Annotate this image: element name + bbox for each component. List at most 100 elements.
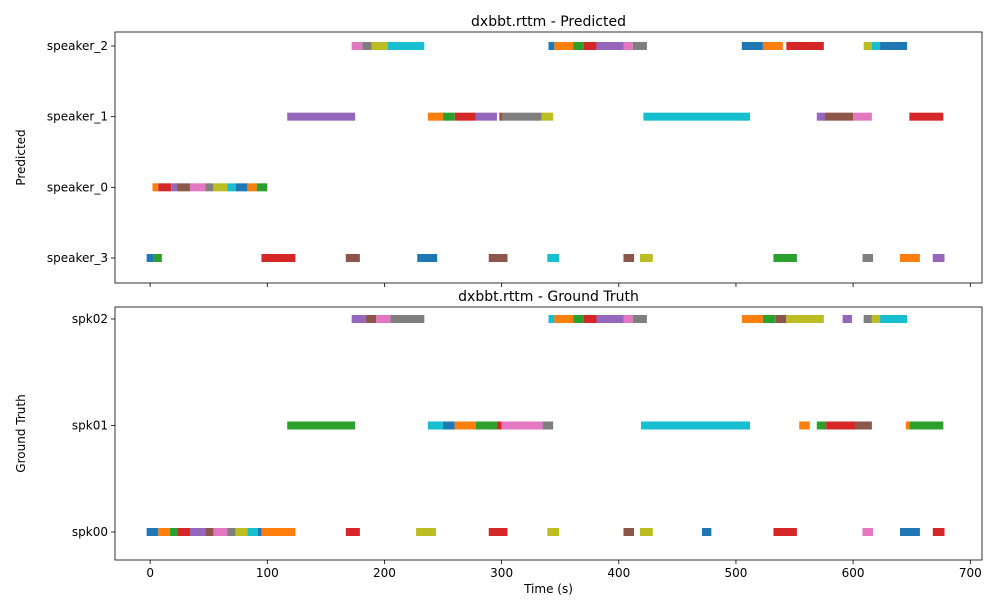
x-tick-label: 0: [146, 566, 154, 580]
segment-bar: [816, 421, 827, 430]
x-axis-label: Time (s): [523, 582, 573, 596]
segment-bar: [488, 528, 508, 536]
segment-bar: [583, 315, 597, 323]
segment-bar: [365, 315, 377, 323]
segment-bar: [205, 528, 214, 536]
segment-bar: [741, 42, 763, 50]
segment-bar: [623, 254, 635, 262]
segment-bar: [227, 528, 236, 536]
segment-bar: [880, 315, 908, 323]
segment-bar: [541, 112, 554, 121]
segment-bar: [773, 254, 797, 262]
segment-bar: [256, 183, 268, 192]
segment-bar: [158, 528, 171, 536]
segment-bar: [855, 421, 872, 430]
segment-bar: [213, 183, 228, 192]
segment-bar: [786, 315, 824, 323]
segment-bar: [496, 421, 502, 430]
segment-bar: [596, 315, 624, 323]
segment-bar: [427, 421, 444, 430]
segment-bar: [376, 315, 391, 323]
segment-bar: [146, 528, 159, 536]
segment-bar: [842, 315, 852, 323]
segment-bar: [741, 315, 763, 323]
segment-bar: [871, 315, 881, 323]
y-tick-label: speaker_1: [47, 110, 108, 124]
segment-bar: [816, 112, 826, 121]
y-axis-label: Predicted: [14, 129, 28, 185]
segment-bar: [475, 421, 497, 430]
segment-bar: [227, 183, 236, 192]
segment-bar: [786, 42, 824, 50]
segment-bar: [189, 183, 206, 192]
segment-bar: [554, 42, 574, 50]
segment-bar: [548, 315, 555, 323]
x-tick-label: 300: [490, 566, 513, 580]
segment-bar: [261, 528, 296, 536]
y-tick-label: speaker_2: [47, 39, 108, 53]
segment-bar: [547, 254, 560, 262]
segment-bar: [417, 254, 438, 262]
segment-bar: [177, 183, 190, 192]
segment-bar: [427, 112, 444, 121]
segment-bar: [632, 315, 647, 323]
segment-bar: [153, 254, 162, 262]
segment-bar: [909, 421, 944, 430]
segment-bar: [863, 315, 872, 323]
segment-bar: [862, 528, 874, 536]
segment-bar: [247, 528, 258, 536]
segment-bar: [488, 254, 508, 262]
y-axis-label: Ground Truth: [14, 394, 28, 472]
segment-bar: [905, 421, 910, 430]
segment-bar: [205, 183, 214, 192]
segment-bar: [454, 421, 476, 430]
segment-bar: [799, 421, 810, 430]
segment-bar: [862, 254, 874, 262]
y-tick-label: spk00: [72, 525, 108, 539]
segment-bar: [170, 528, 178, 536]
segment-bar: [177, 528, 190, 536]
segment-bar: [189, 528, 206, 536]
segment-bar: [871, 42, 881, 50]
segment-bar: [247, 183, 257, 192]
segment-bar: [499, 112, 503, 121]
segment-bar: [863, 42, 872, 50]
segment-bar: [261, 254, 296, 262]
segment-bar: [932, 528, 945, 536]
segment-bar: [501, 421, 543, 430]
segment-bar: [351, 42, 363, 50]
segment-bar: [390, 315, 425, 323]
segment-bar: [443, 112, 455, 121]
segment-bar: [775, 315, 787, 323]
segment-bar: [643, 112, 751, 121]
y-tick-label: spk01: [72, 419, 108, 433]
segment-bar: [773, 528, 797, 536]
segment-bar: [762, 42, 783, 50]
segment-bar: [632, 42, 647, 50]
segment-bar: [701, 528, 712, 536]
segment-bar: [573, 42, 584, 50]
segment-bar: [146, 254, 154, 262]
segment-bar: [547, 528, 560, 536]
segment-bar: [351, 315, 366, 323]
segment-bar: [554, 315, 574, 323]
segment-bar: [623, 315, 633, 323]
segment-bar: [345, 254, 360, 262]
segment-bar: [623, 42, 633, 50]
segment-bar: [158, 183, 172, 192]
segment-bar: [548, 42, 555, 50]
segment-bar: [826, 421, 856, 430]
segment-bar: [371, 42, 388, 50]
segment-bar: [171, 183, 178, 192]
segment-bar: [345, 528, 360, 536]
segment-bar: [152, 183, 159, 192]
segment-bar: [641, 421, 751, 430]
segment-bar: [235, 183, 248, 192]
axes-frame: [114, 31, 983, 284]
x-tick-label: 200: [373, 566, 396, 580]
segment-bar: [639, 254, 653, 262]
segment-bar: [287, 112, 356, 121]
segment-bar: [443, 421, 455, 430]
segment-bar: [762, 315, 776, 323]
